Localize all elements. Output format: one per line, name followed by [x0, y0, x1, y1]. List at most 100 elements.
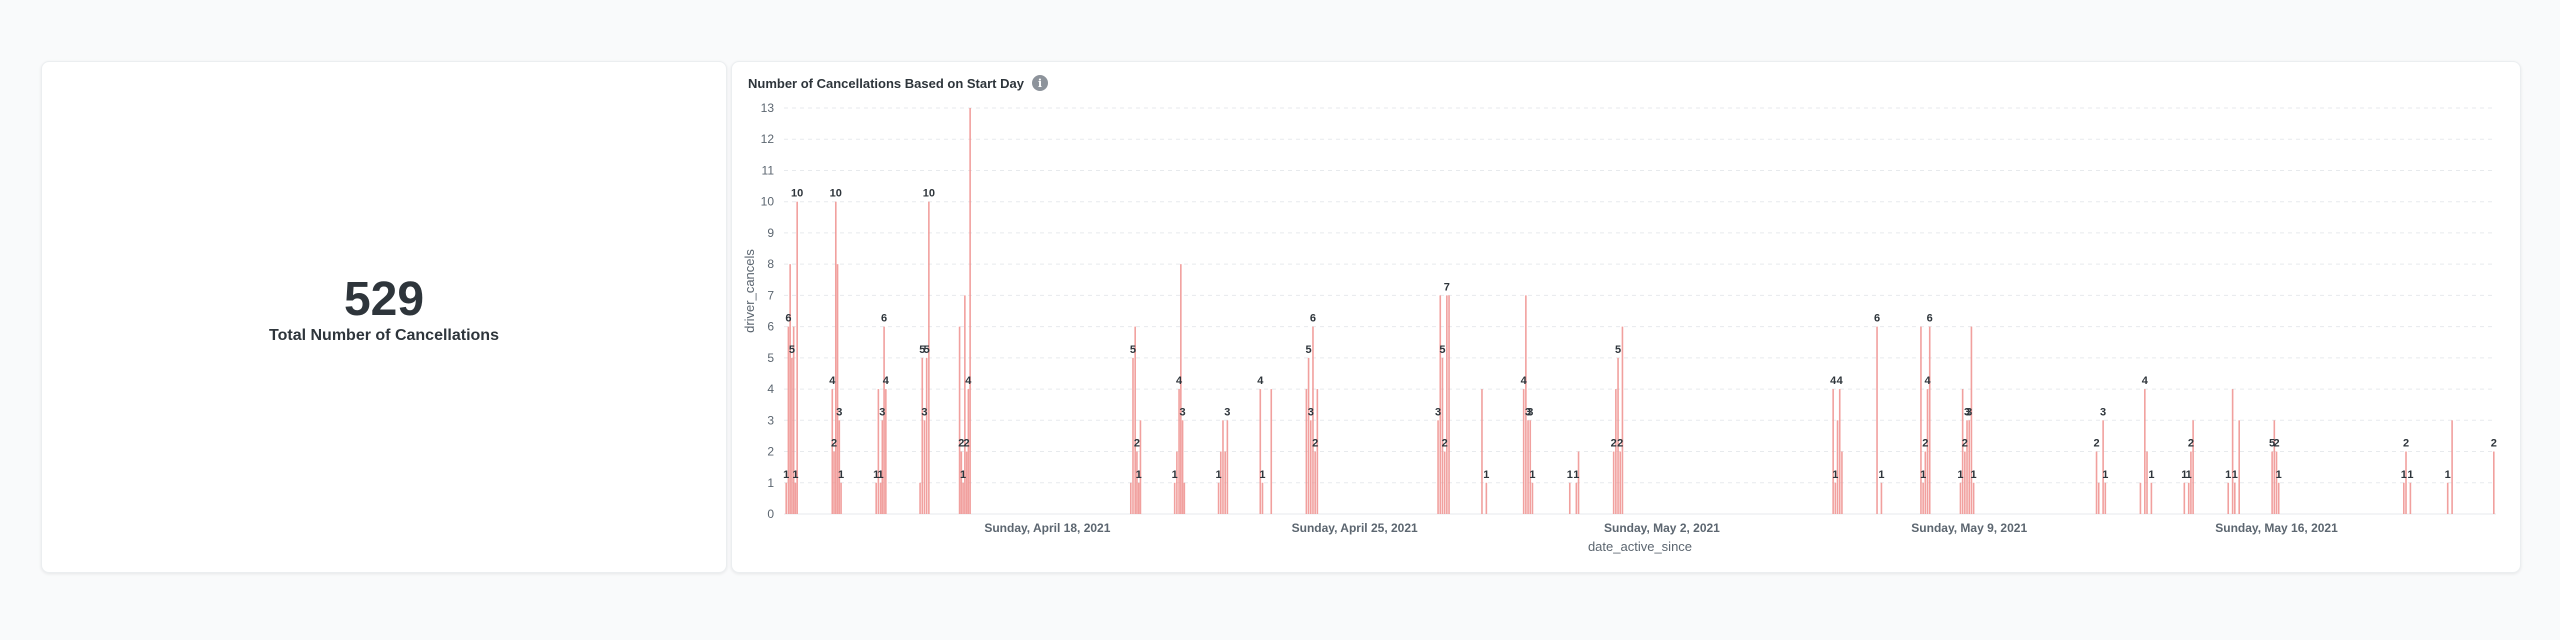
bar	[1312, 326, 1314, 514]
bar	[1183, 482, 1186, 514]
data-label: 1	[2445, 469, 2451, 481]
bar	[1129, 482, 1132, 514]
bar	[1577, 451, 1580, 514]
data-label: 2	[964, 438, 970, 450]
data-label: 1	[2186, 469, 2192, 481]
bar	[2144, 389, 2146, 514]
bar	[877, 389, 880, 514]
bar	[1180, 264, 1182, 514]
bar	[838, 420, 841, 514]
bar	[2277, 482, 2280, 514]
data-label: 7	[1444, 281, 1450, 293]
data-label: 6	[1874, 313, 1880, 325]
bar	[1314, 451, 1316, 514]
data-label: 1	[2181, 469, 2187, 481]
data-label: 5	[2269, 438, 2275, 450]
y-tick-label: 12	[761, 132, 775, 146]
bar	[2271, 451, 2273, 514]
bar	[1928, 326, 1931, 514]
bar	[840, 482, 842, 514]
data-label: 1	[2225, 469, 2231, 481]
bar	[1972, 482, 1975, 514]
data-label: 3	[1180, 406, 1186, 418]
data-label: 2	[2403, 438, 2409, 450]
bar	[2238, 420, 2240, 514]
bar	[1961, 389, 1964, 514]
data-label: 3	[1435, 406, 1441, 418]
bar	[2451, 420, 2453, 514]
data-label: 1	[2148, 469, 2154, 481]
bar	[2403, 482, 2405, 514]
bar	[1617, 357, 1619, 514]
y-tick-label: 4	[767, 382, 774, 396]
data-label: 1	[792, 469, 798, 481]
y-axis-label: driver_cancels	[742, 249, 757, 333]
data-label: 1	[838, 469, 844, 481]
cancellations-chart-card[interactable]: 0 1 2 3 4 5 6 7 8 9 10 11 12 13 1 6 5 1 10 4 2 10 3 1 1 1 3 6 4 5 3 5 10…	[731, 61, 2521, 573]
data-label: 1	[2232, 469, 2238, 481]
bar	[2097, 482, 2100, 514]
data-label: 10	[923, 188, 935, 200]
bar	[2139, 482, 2142, 514]
data-label: 5	[789, 344, 795, 356]
bar	[2102, 420, 2104, 514]
data-label: 2	[2188, 438, 2194, 450]
bar	[2234, 482, 2236, 514]
chart-title-row: Number of Cancellations Based on Start D…	[748, 75, 1048, 91]
bar	[1176, 451, 1178, 514]
data-label: 4	[2142, 375, 2149, 387]
data-label: 1	[1920, 469, 1926, 481]
total-cancellations-card[interactable]: 529 Total Number of Cancellations	[41, 61, 727, 573]
bar	[1529, 420, 1532, 514]
bar	[1527, 420, 1529, 514]
data-label: 5	[1306, 344, 1312, 356]
bar	[1968, 420, 1971, 514]
data-label: 1	[1567, 469, 1573, 481]
bar	[1964, 451, 1966, 514]
data-label: 3	[879, 406, 885, 418]
data-label: 1	[2276, 469, 2282, 481]
bar	[1136, 451, 1138, 514]
x-tick-label: Sunday, May 16, 2021	[2215, 521, 2338, 535]
data-label: 6	[785, 313, 791, 325]
bar	[1832, 389, 1834, 514]
data-label: 2	[1922, 438, 1928, 450]
bar	[2187, 482, 2190, 514]
bar	[1876, 326, 1878, 514]
data-label: 3	[1308, 406, 1314, 418]
bar	[794, 482, 797, 514]
data-label: 4	[1176, 375, 1183, 387]
bar	[833, 451, 835, 514]
bar	[967, 389, 970, 514]
y-tick-label: 7	[767, 288, 774, 302]
data-label: 1	[878, 469, 884, 481]
bar	[1970, 326, 1973, 514]
data-label: 1	[1832, 469, 1838, 481]
scalar-container: 529 Total Number of Cancellations	[42, 274, 726, 345]
bar	[1841, 451, 1843, 514]
y-tick-label: 8	[767, 257, 774, 271]
y-tick-label: 3	[767, 413, 774, 427]
chart-title[interactable]: Number of Cancellations Based on Start D…	[748, 75, 1024, 91]
bar	[1270, 389, 1273, 514]
bar	[921, 357, 924, 514]
bar	[2183, 482, 2186, 514]
data-label: 2	[2491, 438, 2497, 450]
data-label: 3	[1527, 406, 1533, 418]
bar	[919, 482, 921, 514]
data-label: 1	[1216, 469, 1222, 481]
data-label: 10	[830, 188, 842, 200]
bar	[1261, 482, 1264, 514]
bar	[958, 326, 961, 514]
data-label: 4	[1521, 375, 1528, 387]
bar	[2104, 482, 2107, 514]
bar	[1522, 389, 1525, 514]
data-label: 1	[1136, 469, 1142, 481]
data-label: 2	[2093, 438, 2099, 450]
bar	[2493, 451, 2495, 514]
info-icon[interactable]: i	[1031, 75, 1048, 91]
data-label: 1	[873, 469, 879, 481]
bar	[1309, 420, 1312, 514]
x-tick-label: Sunday, May 9, 2021	[1911, 521, 2027, 535]
